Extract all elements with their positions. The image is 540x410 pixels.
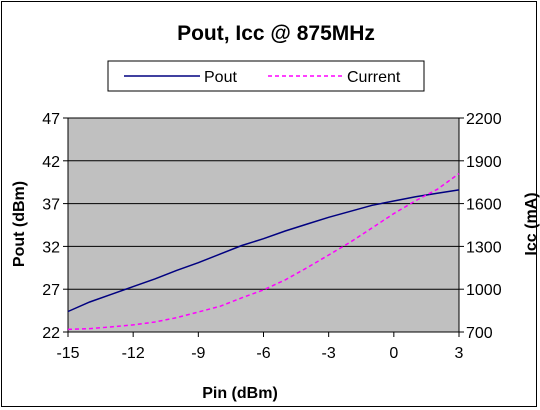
y-tick-label: 27 <box>42 282 60 299</box>
y-tick-label: 42 <box>42 154 60 171</box>
y2-tick-label: 2200 <box>466 111 502 128</box>
x-axis-title: Pin (dBm) <box>202 385 278 402</box>
plot-background <box>67 117 460 333</box>
y2-tick-label: 1900 <box>466 154 502 171</box>
y-tick-label: 37 <box>42 197 60 214</box>
x-tick-label: -12 <box>122 345 145 362</box>
y2-tick-label: 1000 <box>466 282 502 299</box>
series-line-current <box>67 172 460 331</box>
y2-tick-label: 1300 <box>466 239 502 256</box>
x-tick-label: -6 <box>256 345 270 362</box>
y-axis-title: Pout (dBm) <box>11 181 28 267</box>
x-tick-label: -3 <box>322 345 336 362</box>
plot-area: 22 27 32 37 42 47 700 1000 1300 1600 1900 2200 -15 -1… <box>42 111 501 362</box>
x-tick-label: 3 <box>455 345 464 362</box>
legend-label-pout: Pout <box>204 69 237 86</box>
y-tick-label: 22 <box>42 325 60 342</box>
chart-title: Pout, Icc @ 875MHz <box>177 22 375 45</box>
x-tick-label: 0 <box>389 345 398 362</box>
y-tick-label: 47 <box>42 111 60 128</box>
y2-axis-title: Icc (mA) <box>523 192 540 255</box>
legend-label-current: Current <box>347 69 401 86</box>
y-tick-label: 32 <box>42 239 60 256</box>
series-line-pout <box>67 189 460 313</box>
x-tick-label: -9 <box>191 345 205 362</box>
legend: Pout Current <box>107 60 425 92</box>
y2-tick-label: 1600 <box>466 197 502 214</box>
y2-tick-label: 700 <box>466 325 493 342</box>
x-tick-label: -15 <box>56 345 79 362</box>
